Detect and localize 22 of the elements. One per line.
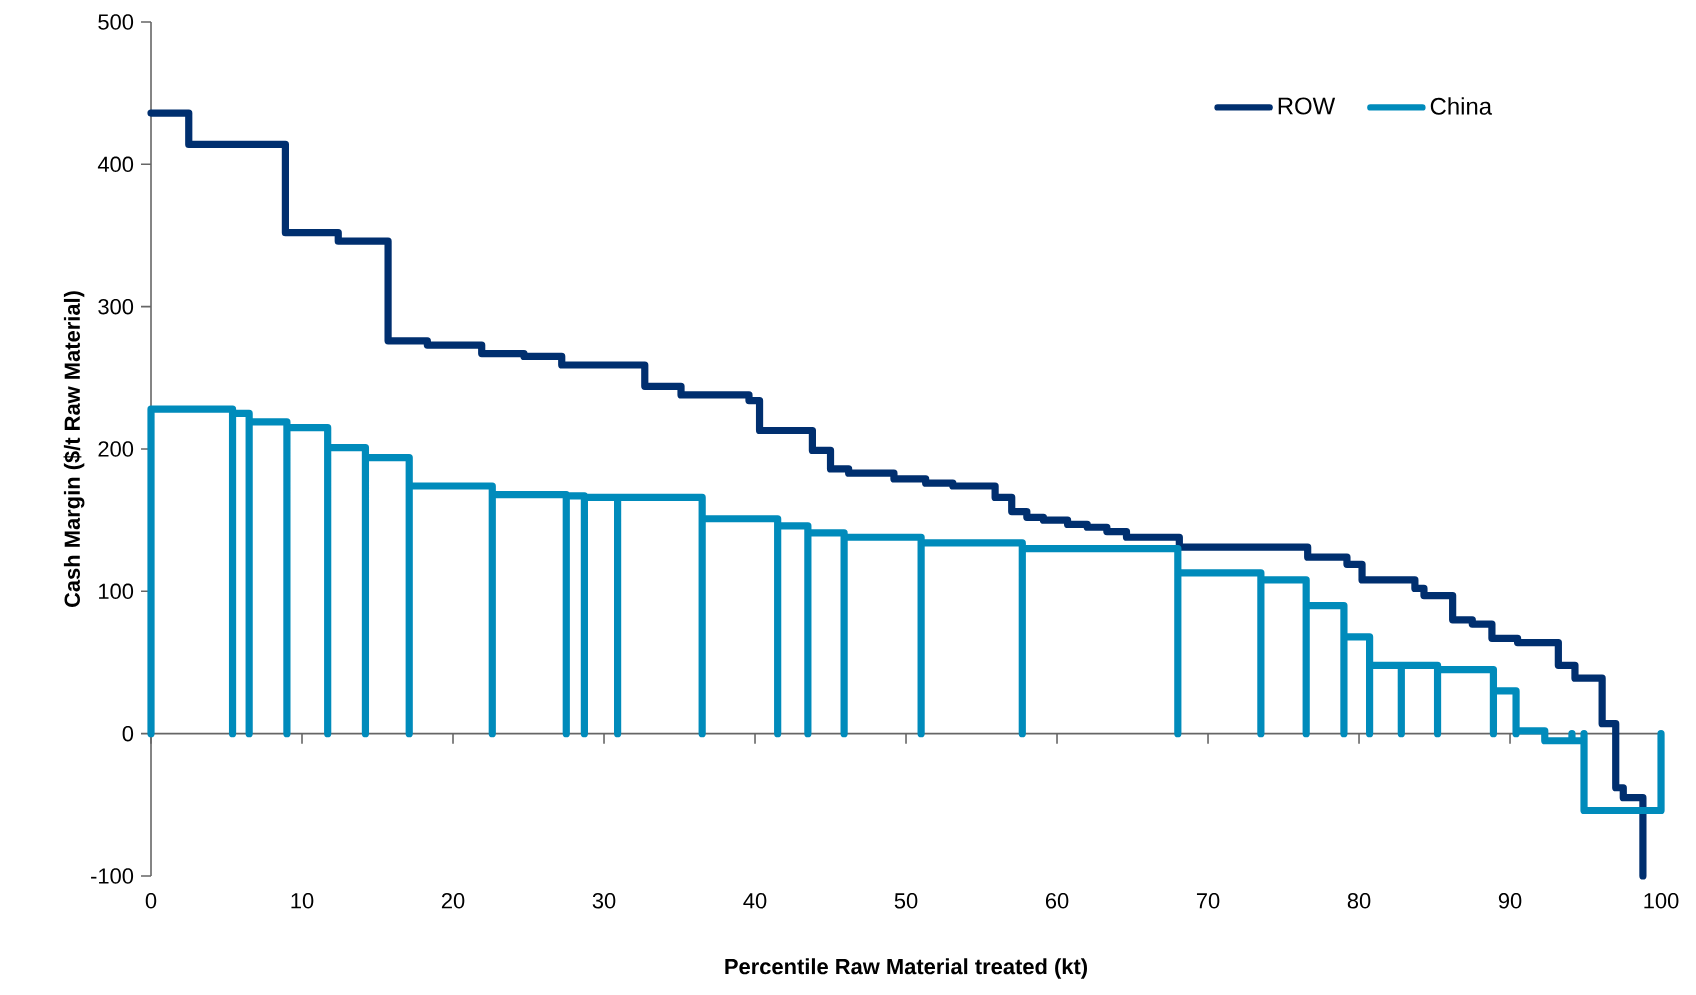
x-tick-label: 70 (1196, 893, 1220, 909)
x-tick-label: 30 (592, 893, 616, 909)
legend-label: China (1430, 97, 1493, 115)
x-tick-label: 100 (1644, 893, 1679, 909)
y-tick-label: 400 (97, 156, 134, 173)
y-axis-title: Cash Margin ($/t Raw Material) (63, 291, 85, 608)
x-tick-label: 20 (441, 893, 465, 909)
legend-label: ROW (1278, 97, 1336, 115)
x-tick-label: 90 (1498, 893, 1522, 909)
x-tick-label: 40 (743, 893, 767, 909)
y-tick-label: 300 (98, 298, 134, 315)
y-tick-label: -100 (91, 868, 134, 884)
x-tick-label: 80 (1347, 893, 1371, 909)
x-axis-title: Percentile Raw Material treated (kt) (725, 958, 1087, 979)
x-tick-label: 10 (291, 893, 314, 909)
y-tick-label: 100 (99, 583, 134, 600)
x-tick-label: 60 (1045, 893, 1069, 909)
y-tick-label: 0 (122, 725, 134, 742)
x-tick-label: 50 (894, 893, 918, 909)
y-tick-label: 200 (98, 441, 134, 457)
x-tick-label: 0 (145, 893, 157, 909)
y-tick-label: 500 (98, 14, 134, 30)
